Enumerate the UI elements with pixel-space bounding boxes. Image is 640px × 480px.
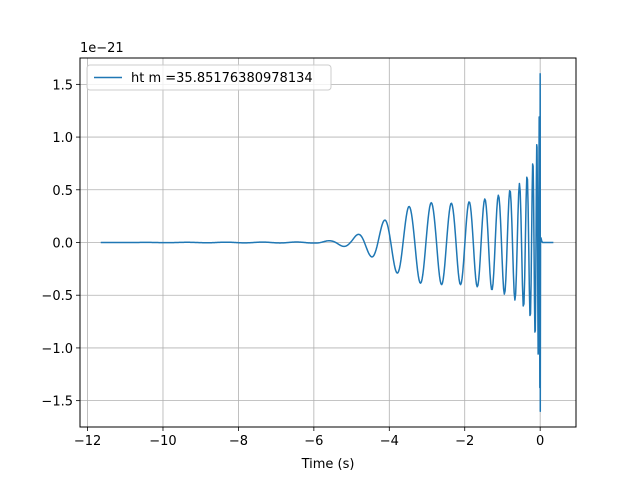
y-offset-text: 1e−21 <box>80 41 124 56</box>
y-tick-label: −1.0 <box>41 342 73 357</box>
y-tick-label: 1.0 <box>52 131 73 146</box>
x-tick-label: −10 <box>149 434 176 449</box>
ticks: −12 −10 −8 −6 −4 −2 0 −1.5 −1.0 −0.5 0.0 0.5 1.0 1.5 <box>41 78 544 449</box>
series-layer <box>100 73 554 412</box>
y-tick-label: 0.5 <box>52 184 73 199</box>
y-tick-label: 0.0 <box>52 237 73 252</box>
legend-box <box>86 64 332 91</box>
y-tick-label: 1.5 <box>52 78 73 93</box>
legend: ht m =35.85176380978134 <box>86 64 332 91</box>
y-tick-label: −0.5 <box>41 289 73 304</box>
y-tick-label: −1.5 <box>41 395 73 410</box>
x-axis-label: Time (s) <box>301 457 355 472</box>
series-line <box>100 73 554 412</box>
x-tick-label: −8 <box>229 434 248 449</box>
x-tick-label: −6 <box>304 434 323 449</box>
x-tick-label: −2 <box>455 434 474 449</box>
x-tick-label: −12 <box>74 434 101 449</box>
x-tick-label: −4 <box>380 434 399 449</box>
x-tick-label: 0 <box>536 434 544 449</box>
legend-entry: ht m =35.85176380978134 <box>131 71 313 86</box>
